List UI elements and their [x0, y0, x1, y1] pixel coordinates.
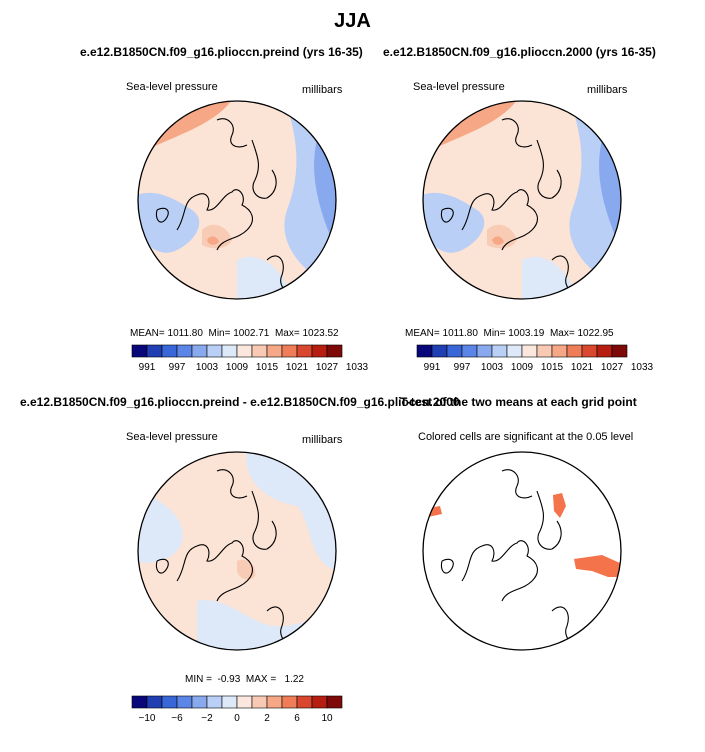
- colorbar-swatch: [236, 344, 253, 358]
- main-title: JJA: [334, 10, 371, 32]
- polar-map-top-right: [422, 100, 622, 300]
- colorbar-tick-label: −10: [139, 713, 156, 724]
- colorbar-swatch: [266, 344, 283, 358]
- pale-blue-region: [237, 256, 287, 299]
- variable-label-top-left: Sea-level pressure: [126, 81, 218, 93]
- colorbar-tick-label: 6: [294, 713, 300, 724]
- colorbar-tick-label: 1021: [286, 362, 309, 373]
- colorbar-swatch: [161, 695, 178, 709]
- stats-top-right: MEAN= 1011.80 Min= 1003.19 Max= 1022.95: [405, 328, 614, 339]
- stats-top-left: MEAN= 1011.80 Min= 1002.71 Max= 1023.52: [130, 328, 339, 339]
- colorbar-tick-label: 1003: [481, 362, 504, 373]
- salmon-patch: [207, 236, 219, 245]
- polar-map-bottom-right: [422, 451, 622, 651]
- colorbar-tick-label: 10: [321, 713, 333, 724]
- colorbar-tick-label: 997: [454, 362, 471, 373]
- colorbar-tick-label: 1021: [571, 362, 594, 373]
- colorbar-swatch: [191, 695, 208, 709]
- units-label-top-left: millibars: [302, 84, 343, 96]
- colorbar-tick-label: 1015: [256, 362, 279, 373]
- colorbar-tick-label: 991: [424, 362, 441, 373]
- variable-label-bottom-left: Sea-level pressure: [126, 431, 218, 443]
- panel-title-bottom-left: e.e12.B1850CN.f09_g16.pliocсn.preind - e…: [20, 395, 460, 409]
- colorbar-swatch: [551, 344, 568, 358]
- colorbar-swatch: [176, 695, 193, 709]
- colorbar-swatch: [326, 695, 343, 709]
- colorbar-swatch: [521, 344, 538, 358]
- colorbar-swatch: [131, 695, 148, 709]
- colorbar-swatch: [311, 344, 328, 358]
- colorbar-swatch: [326, 344, 343, 358]
- polar-map-bottom-left: [137, 451, 337, 651]
- colorbar-swatch: [491, 344, 508, 358]
- colorbar-swatch: [131, 344, 148, 358]
- panel-title-bottom-right: T-test of the two means at each grid poi…: [400, 395, 637, 409]
- colorbar-swatch: [446, 344, 463, 358]
- stats-bottom-left: MIN = -0.93 MAX = 1.22: [185, 674, 304, 685]
- colorbar-swatch: [146, 344, 163, 358]
- colorbar-swatch: [536, 344, 553, 358]
- colorbar-tick-label: 1009: [511, 362, 534, 373]
- colorbar-tick-label: 1027: [316, 362, 339, 373]
- colorbar-top-left: 991 997 1003 1009 1015 1021 1027 1033: [131, 344, 369, 373]
- significance-note: Colored cells are significant at the 0.0…: [418, 431, 634, 443]
- colorbar-tick-label: 1009: [226, 362, 249, 373]
- colorbar-tick-label: −6: [171, 713, 183, 724]
- colorbar-tick-label: 991: [139, 362, 156, 373]
- colorbar-swatch: [281, 344, 298, 358]
- colorbar-bottom-left: −10 −6 −2 0 2 6 10: [131, 695, 343, 724]
- colorbar-swatch: [461, 344, 478, 358]
- colorbar-tick-label: 2: [264, 713, 270, 724]
- colorbar-swatch: [281, 695, 298, 709]
- significant-cell: [574, 555, 621, 577]
- variable-label-top-right: Sea-level pressure: [413, 81, 505, 93]
- colorbar-swatch: [266, 695, 283, 709]
- units-label-top-right: millibars: [587, 84, 628, 96]
- colorbar-swatch: [296, 344, 313, 358]
- colorbar-tick-label: 1003: [196, 362, 219, 373]
- low-pressure-region-west: [138, 192, 200, 253]
- significant-cell: [553, 493, 566, 518]
- colorbar-tick-label: −2: [201, 713, 213, 724]
- colorbar-tick-label: 0: [234, 713, 240, 724]
- colorbar-swatch: [296, 695, 313, 709]
- colorbar-swatch: [236, 695, 253, 709]
- colorbar-swatch: [221, 344, 238, 358]
- colorbar-swatch: [431, 344, 448, 358]
- colorbar-swatch: [191, 344, 208, 358]
- units-label-bottom-left: millibars: [302, 434, 343, 446]
- colorbar-swatch: [146, 695, 163, 709]
- colorbar-swatch: [476, 344, 493, 358]
- colorbar-swatch: [176, 344, 193, 358]
- colorbar-swatch: [221, 695, 238, 709]
- colorbar-swatch: [566, 344, 583, 358]
- colorbar-swatch: [206, 695, 223, 709]
- colorbar-swatch: [506, 344, 523, 358]
- colorbar-tick-label: 1027: [601, 362, 624, 373]
- panel-title-top-right: e.e12.B1850CN.f09_g16.pliocсn.2000 (yrs …: [383, 45, 656, 59]
- colorbar-tick-label: 1033: [631, 362, 654, 373]
- colorbar-tick-label: 1033: [346, 362, 369, 373]
- map-boundary: [137, 100, 337, 300]
- polar-map-top-left: [137, 100, 337, 300]
- colorbar-swatch: [416, 344, 433, 358]
- colorbar-tick-label: 997: [169, 362, 186, 373]
- colorbar-swatch: [611, 344, 628, 358]
- colorbar-swatch: [581, 344, 598, 358]
- colorbar-tick-label: 1015: [541, 362, 564, 373]
- colorbar-swatch: [161, 344, 178, 358]
- colorbar-swatch: [251, 695, 268, 709]
- colorbar-swatch: [251, 344, 268, 358]
- colorbar-swatch: [206, 344, 223, 358]
- colorbar-swatch: [596, 344, 613, 358]
- colorbar-swatch: [311, 695, 328, 709]
- colorbar-top-right: 991 997 1003 1009 1015 1021 1027 1033: [416, 344, 654, 373]
- panel-title-top-left: e.e12.B1850CN.f09_g16.pliocсn.preind (yr…: [80, 45, 363, 59]
